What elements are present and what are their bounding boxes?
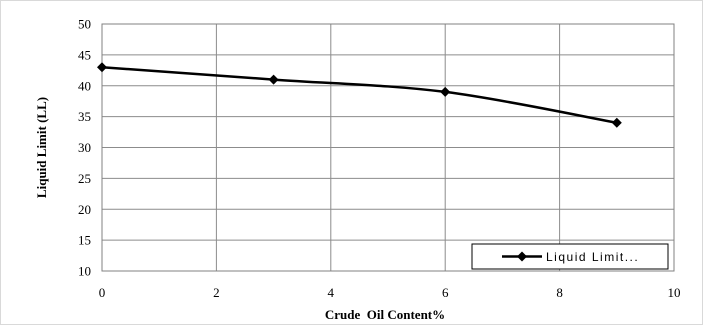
data-point-6 bbox=[440, 86, 451, 97]
x-tick-label-4: 4 bbox=[328, 285, 335, 300]
y-tick-label-10: 10 bbox=[78, 264, 91, 279]
x-tick-label-10: 10 bbox=[668, 285, 681, 300]
y-tick-label-20: 20 bbox=[78, 202, 91, 217]
x-tick-label-8: 8 bbox=[556, 285, 563, 300]
data-point-9 bbox=[611, 117, 622, 128]
y-tick-label-40: 40 bbox=[78, 78, 91, 93]
legend-marker-diamond bbox=[517, 251, 527, 262]
grid-lines bbox=[101, 23, 675, 272]
series-line-0 bbox=[101, 65, 618, 125]
y-axis-title: Liquid Limit (LL) bbox=[34, 97, 49, 198]
plot-area bbox=[101, 23, 675, 272]
tick-labels: 10 15 20 25 30 35 40 45 50 0 2 4 6 8 10 bbox=[78, 17, 681, 301]
legend: Liquid Limit... bbox=[471, 243, 669, 270]
y-tick-label-50: 50 bbox=[78, 17, 91, 32]
data-point-3 bbox=[268, 74, 279, 85]
x-tick-label-2: 2 bbox=[213, 285, 220, 300]
series-group bbox=[97, 62, 622, 128]
x-axis-title: Crude Oil Content% bbox=[325, 307, 445, 322]
data-point-0 bbox=[97, 62, 107, 73]
x-tick-label-6: 6 bbox=[442, 285, 449, 300]
y-tick-label-15: 15 bbox=[78, 233, 91, 248]
x-tick-label-0: 0 bbox=[99, 285, 106, 300]
y-tick-label-30: 30 bbox=[78, 140, 91, 155]
y-tick-label-45: 45 bbox=[78, 47, 91, 62]
y-tick-label-25: 25 bbox=[78, 171, 91, 186]
legend-label: Liquid Limit... bbox=[546, 250, 639, 264]
y-tick-label-35: 35 bbox=[78, 109, 91, 124]
